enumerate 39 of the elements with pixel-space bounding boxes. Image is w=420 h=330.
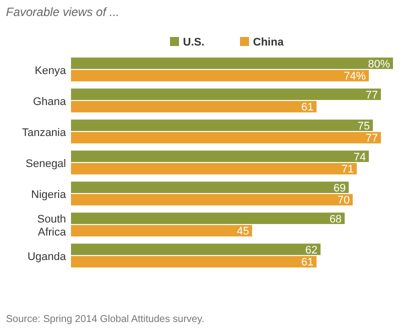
data-label: 75 — [358, 120, 370, 132]
bar — [71, 256, 317, 268]
bar — [71, 212, 345, 224]
bar — [71, 194, 353, 206]
source-note: Source: Spring 2014 Global Attitudes survey. — [6, 314, 204, 325]
bar — [71, 100, 317, 112]
data-label: 74% — [344, 70, 366, 83]
data-label: 74 — [354, 151, 366, 164]
data-label: 62 — [305, 244, 318, 256]
bar — [71, 244, 321, 256]
data-label: 77 — [366, 132, 378, 145]
y-tick-label: Nigeria — [31, 189, 67, 202]
data-label: 80% — [368, 58, 390, 70]
legend-label: U.S. — [183, 36, 204, 48]
bar — [71, 182, 349, 194]
bar — [71, 88, 381, 100]
bar — [71, 58, 393, 69]
bar — [71, 120, 373, 131]
y-tick-label: Ghana — [32, 96, 67, 108]
data-label: 77 — [366, 89, 378, 102]
data-label: 70 — [338, 194, 350, 207]
bar — [71, 163, 357, 174]
y-tick-label: South Africa — [37, 214, 67, 239]
bar — [71, 70, 369, 82]
y-tick-label: Uganda — [27, 251, 67, 264]
data-label: 68 — [329, 213, 342, 226]
legend-label: China — [253, 36, 284, 48]
data-label: 71 — [342, 164, 354, 176]
y-tick-label: Senegal — [26, 158, 66, 170]
chart-title: Favorable views of ... — [6, 5, 120, 19]
y-tick-label: Tanzania — [22, 126, 67, 139]
data-label: 61 — [301, 256, 314, 269]
data-label: 69 — [333, 182, 346, 194]
data-label: 45 — [236, 226, 250, 238]
bar — [71, 225, 252, 236]
bar — [71, 150, 369, 162]
y-tick-label: Kenya — [34, 64, 67, 77]
data-label: 61 — [301, 102, 314, 114]
bar — [71, 132, 381, 144]
